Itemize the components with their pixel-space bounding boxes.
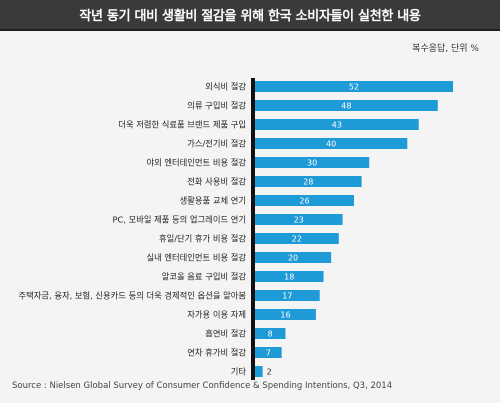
- bar: [255, 233, 339, 244]
- category-label: 연차 휴가비 절감: [187, 348, 246, 358]
- category-label: 기타: [231, 367, 247, 377]
- bar: [255, 271, 324, 282]
- source-note: Source : Nielsen Global Survey of Consum…: [12, 381, 393, 391]
- category-label: 휴일/단기 휴가 비용 절감: [159, 234, 246, 244]
- unit-note: 복수응답, 단위 %: [412, 44, 479, 54]
- category-label: 알코올 음료 구입비 절감: [162, 272, 247, 282]
- data-label: 7: [266, 349, 271, 358]
- bar: [255, 81, 453, 92]
- bar: [255, 176, 362, 187]
- data-label: 20: [288, 254, 298, 263]
- bar: [255, 328, 286, 339]
- category-label: 주택자금, 융자, 보험, 신용카드 등의 더욱 경제적인 옵션을 알아봄: [19, 291, 247, 301]
- data-label: 28: [303, 178, 313, 187]
- data-label: 40: [326, 140, 336, 149]
- bar: [255, 290, 320, 301]
- bar: [255, 100, 438, 111]
- data-label: 18: [284, 273, 294, 282]
- category-label: 실내 엔터테인먼트 비용 절감: [146, 253, 246, 263]
- category-label: 외식비 절감: [205, 82, 246, 92]
- data-label: 52: [349, 83, 359, 92]
- data-label: 48: [341, 102, 351, 111]
- bar: [255, 157, 370, 168]
- category-label: 야외 엔터테인먼트 비용 절감: [146, 158, 246, 168]
- bar: [255, 347, 282, 358]
- bar: [255, 119, 419, 130]
- bar: [255, 252, 332, 263]
- data-label: 26: [299, 197, 309, 206]
- bar: [255, 195, 354, 206]
- category-label: 의류 구입비 절감: [187, 101, 246, 111]
- category-label: 생활용품 교체 연기: [180, 196, 246, 206]
- bar: [255, 309, 316, 320]
- category-label: 가스/전기비 절감: [187, 139, 246, 149]
- data-label: 43: [332, 121, 342, 130]
- category-label: 흡연비 절감: [205, 329, 246, 339]
- y-axis-line: [251, 78, 255, 380]
- chart-title: 작년 동기 대비 생활비 절감을 위해 한국 소비자들이 실천한 내용: [0, 0, 500, 31]
- bar: [255, 138, 408, 149]
- category-label: 자가용 이용 자제: [187, 310, 246, 320]
- data-label: 30: [307, 159, 317, 168]
- category-label: 전화 사용비 절감: [187, 177, 246, 187]
- data-label: 2: [267, 368, 272, 377]
- data-label: 22: [292, 235, 302, 244]
- data-label: 23: [294, 216, 304, 225]
- data-label: 8: [268, 330, 273, 339]
- category-label: 더욱 저렴한 식료품 브랜드 제품 구입: [118, 120, 246, 130]
- bar: [255, 366, 263, 377]
- data-label: 17: [282, 292, 292, 301]
- category-label: PC, 모바일 제품 등의 업그레이드 연기: [113, 215, 247, 225]
- data-label: 16: [280, 311, 290, 320]
- bar: [255, 214, 343, 225]
